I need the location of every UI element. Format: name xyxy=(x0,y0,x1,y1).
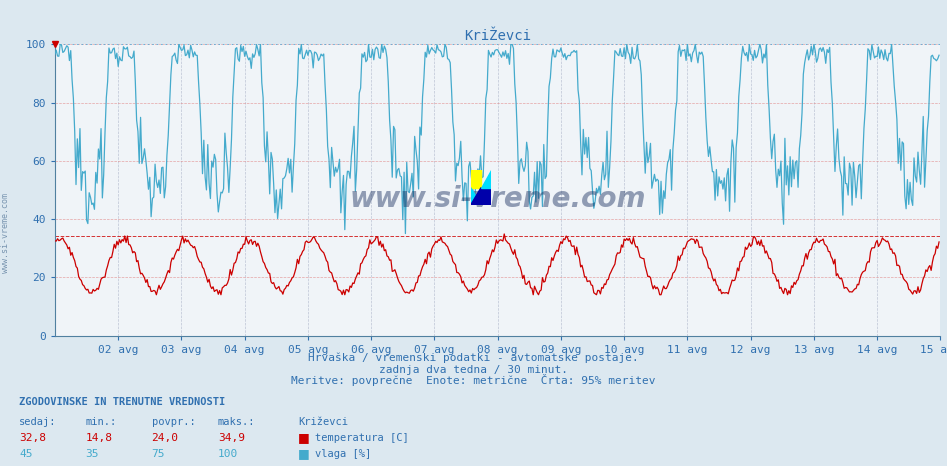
Polygon shape xyxy=(481,170,491,187)
Text: zadnja dva tedna / 30 minut.: zadnja dva tedna / 30 minut. xyxy=(379,365,568,375)
Text: Križevci: Križevci xyxy=(298,417,348,427)
Text: ■: ■ xyxy=(298,432,310,444)
Bar xyxy=(471,170,481,187)
Text: 14,8: 14,8 xyxy=(85,433,113,443)
Polygon shape xyxy=(481,187,491,205)
Text: 34,9: 34,9 xyxy=(218,433,245,443)
Text: sedaj:: sedaj: xyxy=(19,417,57,427)
Text: Hrvaška / vremenski podatki - avtomatske postaje.: Hrvaška / vremenski podatki - avtomatske… xyxy=(308,353,639,363)
Text: Meritve: povprečne  Enote: metrične  Črta: 95% meritev: Meritve: povprečne Enote: metrične Črta:… xyxy=(292,374,655,386)
Text: vlaga [%]: vlaga [%] xyxy=(315,449,371,459)
Text: min.:: min.: xyxy=(85,417,116,427)
Text: 24,0: 24,0 xyxy=(152,433,179,443)
Title: KriŽevci: KriŽevci xyxy=(464,29,531,43)
Text: maks.:: maks.: xyxy=(218,417,256,427)
Text: ■: ■ xyxy=(298,447,310,459)
Text: 75: 75 xyxy=(152,449,165,459)
Text: temperatura [C]: temperatura [C] xyxy=(315,433,409,443)
Text: www.si-vreme.com: www.si-vreme.com xyxy=(349,185,646,212)
Text: povpr.:: povpr.: xyxy=(152,417,195,427)
Text: 35: 35 xyxy=(85,449,98,459)
Text: www.si-vreme.com: www.si-vreme.com xyxy=(1,193,10,273)
Text: 100: 100 xyxy=(218,449,238,459)
Polygon shape xyxy=(471,187,481,205)
Polygon shape xyxy=(471,187,481,205)
Text: 45: 45 xyxy=(19,449,32,459)
Text: ZGODOVINSKE IN TRENUTNE VREDNOSTI: ZGODOVINSKE IN TRENUTNE VREDNOSTI xyxy=(19,397,225,407)
Text: 32,8: 32,8 xyxy=(19,433,46,443)
